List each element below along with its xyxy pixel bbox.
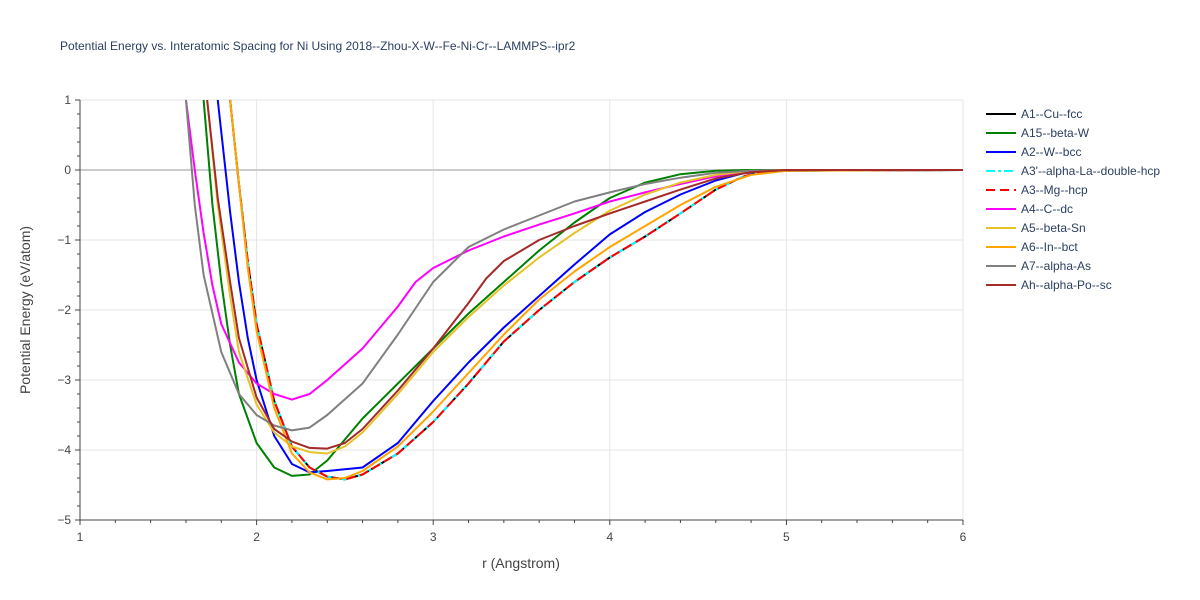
x-tick-label: 3 <box>430 530 437 544</box>
x-tick-label: 5 <box>783 530 790 544</box>
series-line-a3-alpha-la-double-hcp <box>229 99 963 481</box>
x-tick-label: 2 <box>253 530 260 544</box>
y-axis-title: Potential Energy (eV/atom) <box>17 226 33 394</box>
legend-label: A2--W--bcc <box>1021 145 1081 159</box>
legend-label: A4--C--dc <box>1021 202 1073 216</box>
legend-item-a3-mg-hcp[interactable]: A3--Mg--hcp <box>986 183 1088 197</box>
legend-item-a7-alpha-as[interactable]: A7--alpha-As <box>986 259 1091 273</box>
y-tick-label: −5 <box>57 513 71 527</box>
y-tick-label: −1 <box>57 233 71 247</box>
chart-title: Potential Energy vs. Interatomic Spacing… <box>60 39 576 53</box>
legend-label: A15--beta-W <box>1021 126 1090 140</box>
legend-item-a1-cu-fcc[interactable]: A1--Cu--fcc <box>986 107 1082 121</box>
axes: 1 2 3 4 5 6 1 0 −1 −2 −3 −4 −5 <box>57 93 966 544</box>
legend-item-a15-beta-w[interactable]: A15--beta-W <box>986 126 1090 140</box>
legend-label: Ah--alpha-Po--sc <box>1021 278 1112 292</box>
legend-item-a6-in-bct[interactable]: A6--In--bct <box>986 240 1078 254</box>
x-axis-title: r (Angstrom) <box>482 555 560 571</box>
series-line-a2-w-bcc <box>216 99 963 474</box>
legend-label: A1--Cu--fcc <box>1021 107 1082 121</box>
legend-item-ah-alpha-po-sc[interactable]: Ah--alpha-Po--sc <box>986 278 1112 292</box>
y-tick-label: 1 <box>64 93 71 107</box>
x-tick-label: 4 <box>606 530 613 544</box>
legend-label: A5--beta-Sn <box>1021 221 1086 235</box>
legend-item-a3-alpha-la-double-hcp[interactable]: A3'--alpha-La--double-hcp <box>986 164 1160 178</box>
series-line-a15-beta-w <box>202 99 963 477</box>
x-tick-label: 1 <box>77 530 84 544</box>
series-line-ah-alpha-po-sc <box>206 99 963 450</box>
y-tick-label: −2 <box>57 303 71 317</box>
legend-label: A3--Mg--hcp <box>1021 183 1088 197</box>
legend-item-a2-w-bcc[interactable]: A2--W--bcc <box>986 145 1081 159</box>
legend-label: A3'--alpha-La--double-hcp <box>1021 164 1160 178</box>
series-line-a5-beta-sn <box>206 99 963 455</box>
legend[interactable]: A1--Cu--fcc A15--beta-W A2--W--bcc A3'--alp… <box>986 107 1160 292</box>
y-tick-label: −4 <box>57 443 71 457</box>
legend-item-a4-c-dc[interactable]: A4--C--dc <box>986 202 1073 216</box>
x-tick-label: 6 <box>960 530 967 544</box>
grid <box>80 99 964 520</box>
y-tick-label: −3 <box>57 373 71 387</box>
legend-label: A7--alpha-As <box>1021 259 1091 273</box>
legend-item-a5-beta-sn[interactable]: A5--beta-Sn <box>986 221 1086 235</box>
series-line-a3-mg-hcp <box>229 99 963 481</box>
legend-label: A6--In--bct <box>1021 240 1078 254</box>
y-tick-label: 0 <box>64 163 71 177</box>
series-line-a7-alpha-as <box>184 99 963 432</box>
series-lines <box>184 99 963 481</box>
series-line-a6-in-bct <box>229 99 963 481</box>
